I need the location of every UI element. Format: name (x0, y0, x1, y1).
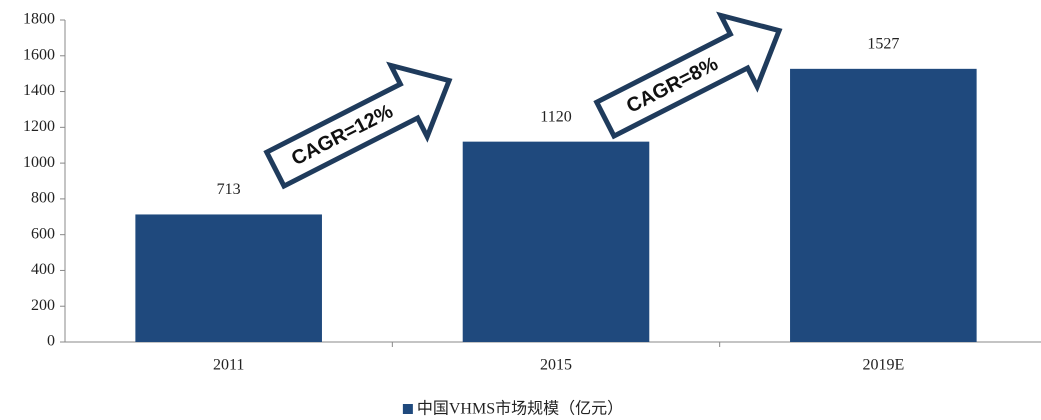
x-tick-label: 2019E (862, 357, 904, 374)
legend-swatch (402, 404, 413, 414)
data-label: 1527 (867, 36, 899, 53)
y-tick-label: 200 (31, 297, 55, 314)
arrow-shape (593, 11, 783, 140)
y-tick-label: 1400 (23, 82, 55, 99)
y-tick-label: 400 (31, 261, 55, 278)
y-tick-label: 1800 (23, 11, 55, 28)
y-tick-label: 800 (31, 190, 55, 207)
data-label: 1120 (540, 108, 571, 125)
x-tick-label: 2011 (213, 357, 244, 374)
legend-label: 中国VHMS市场规模（亿元） (417, 400, 623, 418)
data-label: 713 (217, 181, 241, 198)
bar (462, 141, 650, 342)
y-tick-label: 600 (31, 225, 55, 242)
arrow-shape (263, 61, 453, 190)
x-tick-label: 2015 (540, 357, 572, 374)
cagr-arrow: CAGR=8% (593, 11, 783, 140)
y-tick-label: 0 (47, 333, 55, 350)
y-tick-label: 1600 (23, 46, 55, 63)
y-tick-label: 1000 (23, 154, 55, 171)
plot: 0 200 400 600 800 1000 1200 1400 1600 1800 2011 713… (23, 11, 1041, 418)
bar (135, 214, 322, 342)
cagr-arrow: CAGR=12% (263, 61, 453, 190)
y-tick-label: 1200 (23, 118, 55, 135)
bar (790, 68, 977, 342)
